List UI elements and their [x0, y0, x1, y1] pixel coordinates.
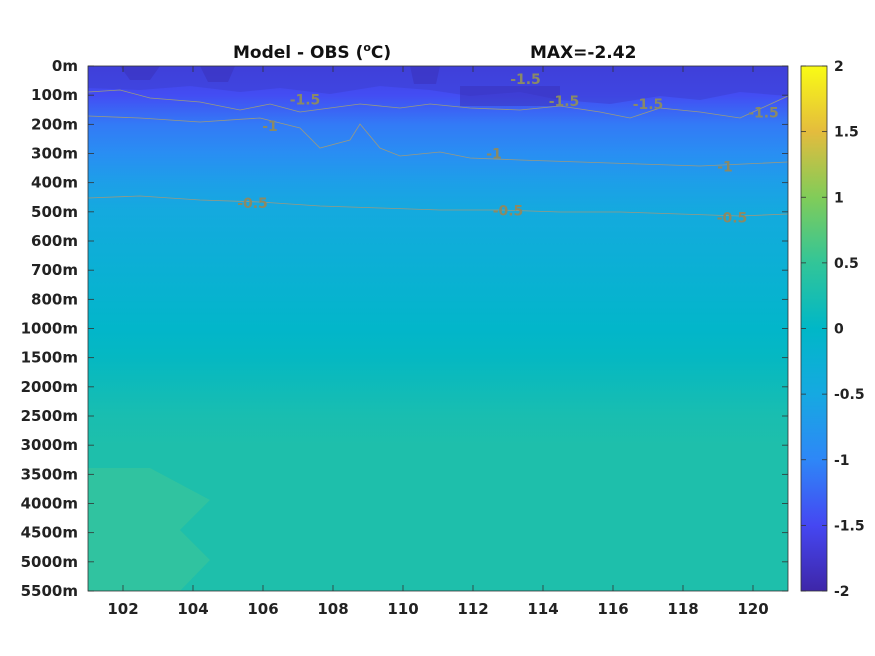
colorbar-tick-label: -0.5 [834, 387, 865, 403]
x-tick-label: 102 [107, 600, 138, 618]
y-tick-label: 5500m [21, 582, 78, 600]
y-tick-label: 400m [31, 174, 78, 192]
x-tick-label: 114 [527, 600, 558, 618]
colorbar-tick-label: -1 [834, 453, 850, 469]
contour-label: -1.5 [748, 106, 779, 122]
y-tick-label: 1000m [21, 320, 78, 338]
y-tick-label: 4500m [21, 524, 78, 542]
surface-cold-band [88, 66, 788, 104]
contour-line-minus-0-5 [88, 195, 788, 217]
x-tick-label: 120 [737, 600, 768, 618]
contour-label: -1.5 [290, 93, 321, 109]
chart-max-label: MAX=-2.42 [530, 43, 636, 63]
colorbar-tick-label: 0.5 [834, 256, 859, 272]
y-tick-label: 1500m [21, 349, 78, 367]
colorbar-tick-label: 1.5 [834, 125, 859, 141]
y-tick-label: 600m [31, 232, 78, 250]
contour-label: -0.5 [717, 211, 748, 227]
colorbar-tick-label: 1 [834, 190, 844, 206]
x-tick-label: 106 [247, 600, 278, 618]
y-tick-label: 3500m [21, 465, 78, 483]
x-tick-label: 110 [387, 600, 418, 618]
y-tick-label: 200m [31, 115, 78, 133]
contour-line-minus-1-5 [88, 89, 788, 119]
y-tick-label: 3000m [21, 436, 78, 454]
y-tick-label: 2500m [21, 407, 78, 425]
x-tick-label: 118 [667, 600, 698, 618]
colorbar-tick-label: -1.5 [834, 518, 865, 534]
y-tick-label: 300m [31, 145, 78, 163]
colorbar-tick-label: 2 [834, 59, 844, 75]
y-tick-label: 700m [31, 261, 78, 279]
contour-label: -1 [717, 160, 733, 176]
y-tick-label: 2000m [21, 378, 78, 396]
contour-label: -1 [486, 147, 502, 163]
deep-lobe [88, 468, 210, 591]
x-tick-label: 104 [177, 600, 208, 618]
contour-line-minus-1 [88, 115, 788, 167]
y-tick-label: 5000m [21, 553, 78, 571]
contour-label: -0.5 [237, 196, 268, 212]
x-tick-label: 112 [457, 600, 488, 618]
y-tick-label: 4000m [21, 495, 78, 513]
contour-label: -0.5 [493, 203, 524, 219]
contour-label: -1 [262, 119, 278, 135]
colorbar-tick-label: -2 [834, 584, 850, 600]
plot-area: -1.5 -1.5 -1.5 -1.5 -1.5 -1 -1 -1 -0.5 -0.5 -0.5 [88, 66, 788, 591]
x-tick-label: 108 [317, 600, 348, 618]
contour-label: -1.5 [510, 72, 541, 88]
chart-title: Model - OBS (oC) [233, 41, 391, 63]
y-tick-label: 100m [31, 86, 78, 104]
surface-cold-core [120, 66, 560, 106]
y-tick-label: 0m [52, 57, 78, 75]
colorbar-tick-label: 0 [834, 322, 844, 338]
contour-label: -1.5 [549, 94, 580, 110]
x-tick-label: 116 [597, 600, 628, 618]
contour-label: -1.5 [633, 97, 664, 113]
y-tick-label: 800m [31, 290, 78, 308]
y-tick-label: 500m [31, 203, 78, 221]
